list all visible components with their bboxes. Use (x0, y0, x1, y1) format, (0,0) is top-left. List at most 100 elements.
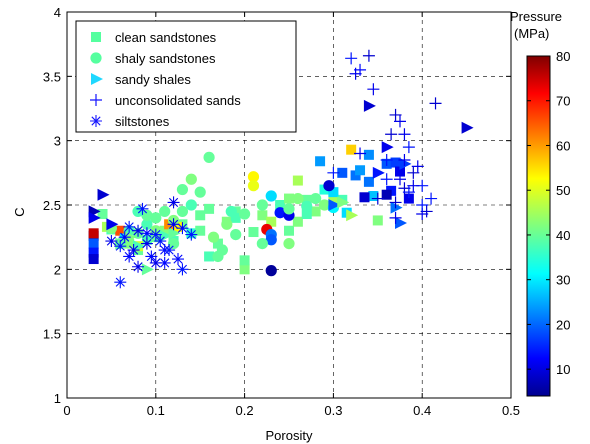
colorbar-tick-label: 60 (556, 138, 570, 153)
data-point (363, 176, 374, 187)
x-axis-title: Porosity (266, 428, 313, 443)
colorbar: Pressure (MPa) 10 20 30 40 50 60 70 80 (510, 9, 570, 397)
data-point (115, 225, 126, 236)
data-point (88, 238, 99, 249)
data-point (394, 173, 406, 186)
legend-marker (90, 115, 102, 127)
data-point (150, 212, 162, 224)
legend-label: siltstones (115, 114, 170, 129)
data-point (163, 244, 176, 257)
data-point (247, 171, 260, 183)
data-point (176, 205, 189, 218)
axis-ticks: 0 0.1 0.2 0.3 0.4 0.5 1 1.5 2 2.5 3 3.5 4 (43, 5, 520, 418)
data-point (159, 225, 170, 236)
data-point (167, 196, 180, 209)
data-point (132, 260, 145, 273)
data-point (257, 210, 268, 221)
colorbar-tick-label: 50 (556, 183, 570, 198)
y-tick-label: 3 (54, 134, 61, 149)
data-point (301, 194, 312, 205)
data-point (140, 227, 153, 240)
data-point (389, 108, 402, 121)
data-point (256, 199, 268, 211)
data-point (337, 196, 350, 209)
data-point (265, 190, 277, 202)
data-point (362, 49, 375, 62)
legend-item: unconsolidated sands (90, 93, 241, 108)
data-point (284, 193, 294, 204)
data-point (195, 210, 206, 221)
data-point (195, 225, 206, 236)
data-points (88, 49, 474, 289)
data-point (380, 173, 393, 186)
data-point (106, 218, 119, 231)
legend-marker (91, 32, 101, 42)
y-tick-label: 2.5 (43, 198, 61, 213)
data-point (176, 263, 189, 276)
data-point (248, 227, 259, 238)
data-point (221, 218, 233, 230)
x-tick-label: 0.5 (502, 403, 520, 418)
data-point (310, 192, 322, 205)
data-point (310, 206, 321, 217)
data-point (204, 203, 215, 214)
data-point (194, 186, 206, 198)
colorbar-tick-label: 10 (556, 362, 570, 377)
data-point (204, 251, 215, 262)
data-point (372, 166, 385, 179)
data-point (149, 228, 162, 241)
data-point (283, 203, 295, 215)
data-point (395, 217, 407, 230)
data-point (141, 218, 153, 230)
data-point (140, 237, 153, 250)
data-point (88, 254, 99, 265)
data-point (133, 240, 146, 253)
colorbar-title-line1: Pressure (510, 9, 562, 24)
data-point (346, 144, 357, 155)
data-point (359, 192, 370, 203)
data-point (354, 147, 367, 160)
data-point (367, 83, 380, 96)
data-point (346, 209, 359, 222)
data-point (363, 149, 374, 160)
data-point (381, 189, 392, 200)
data-point (328, 187, 339, 198)
data-point (411, 160, 424, 173)
data-point (105, 235, 118, 248)
data-point (407, 166, 420, 179)
data-point (385, 128, 398, 141)
series-unconsolidated-sands (327, 49, 442, 224)
data-point (292, 192, 304, 205)
data-point (185, 199, 197, 211)
x-tick-label: 0.3 (324, 403, 342, 418)
data-point (403, 193, 414, 204)
data-point (350, 170, 361, 181)
data-point (402, 186, 415, 199)
data-point (292, 175, 303, 186)
data-point (337, 167, 348, 178)
data-point (372, 215, 383, 226)
legend-label: sandy shales (115, 72, 191, 87)
data-point (381, 141, 394, 154)
y-tick-label: 1.5 (43, 327, 61, 342)
data-point (390, 157, 401, 168)
data-point (149, 256, 162, 269)
data-point (429, 97, 442, 110)
legend-item: shaly sandstones (90, 51, 216, 66)
data-point (394, 115, 406, 128)
data-point (323, 180, 335, 192)
colorbar-title-line2: (MPa) (514, 26, 549, 41)
data-point (319, 184, 330, 195)
data-point (292, 216, 303, 227)
data-point (167, 218, 180, 231)
data-point (167, 238, 180, 250)
colorbar-tick-label: 40 (556, 228, 570, 243)
data-point (176, 183, 189, 196)
data-point (328, 193, 339, 204)
legend-item: clean sandstones (91, 30, 217, 45)
data-point (239, 255, 250, 266)
data-point (132, 224, 145, 237)
data-point (136, 202, 149, 215)
data-point (114, 240, 127, 253)
